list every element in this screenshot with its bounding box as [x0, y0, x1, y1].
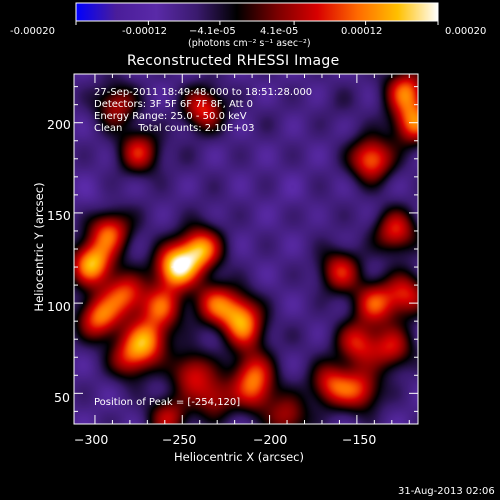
y-axis-label: Heliocentric Y (arcsec) — [32, 182, 46, 312]
chart-title: Reconstructed RHESSI Image — [127, 53, 340, 69]
colorbar-units: (photons cm⁻² s⁻¹ asec⁻²) — [188, 38, 311, 49]
time-range: 27-Sep-2011 18:49:48.000 to 18:51:28.000 — [94, 87, 313, 98]
colorbar-tick-label: 0.00020 — [445, 26, 487, 37]
y-tick-label: 50 — [54, 390, 70, 405]
x-axis-label: Heliocentric X (arcsec) — [174, 450, 304, 464]
colorbar-ticks — [75, 21, 439, 25]
colorbar-tick-label: -0.00012 — [122, 26, 167, 37]
colorbar-tick-label: 4.1e-05 — [260, 26, 299, 37]
energy-range: Energy Range: 25.0 - 50.0 keV — [94, 111, 247, 122]
colorbar-gradient — [75, 2, 439, 22]
timestamp: 31-Aug-2013 02:06 — [398, 486, 495, 497]
y-tick-label: 100 — [47, 299, 71, 314]
x-tick-label: −150 — [342, 432, 377, 447]
colorbar-tick-label: −4.1e-05 — [189, 26, 236, 37]
method-counts: Clean Total counts: 2.10E+03 — [94, 123, 255, 134]
x-tick-label: −200 — [253, 432, 288, 447]
y-tick-label: 150 — [47, 208, 71, 223]
x-tick-label: −250 — [162, 432, 197, 447]
colorbar-tick-label: -0.00020 — [10, 26, 55, 37]
x-tick-label: −300 — [74, 432, 109, 447]
y-tick-label: 200 — [47, 117, 71, 132]
peak-position: Position of Peak = [-254,120] — [94, 397, 241, 408]
colorbar-tick-label: 0.00012 — [341, 26, 383, 37]
detectors: Detectors: 3F 5F 6F 7F 8F, Att 0 — [94, 99, 254, 110]
